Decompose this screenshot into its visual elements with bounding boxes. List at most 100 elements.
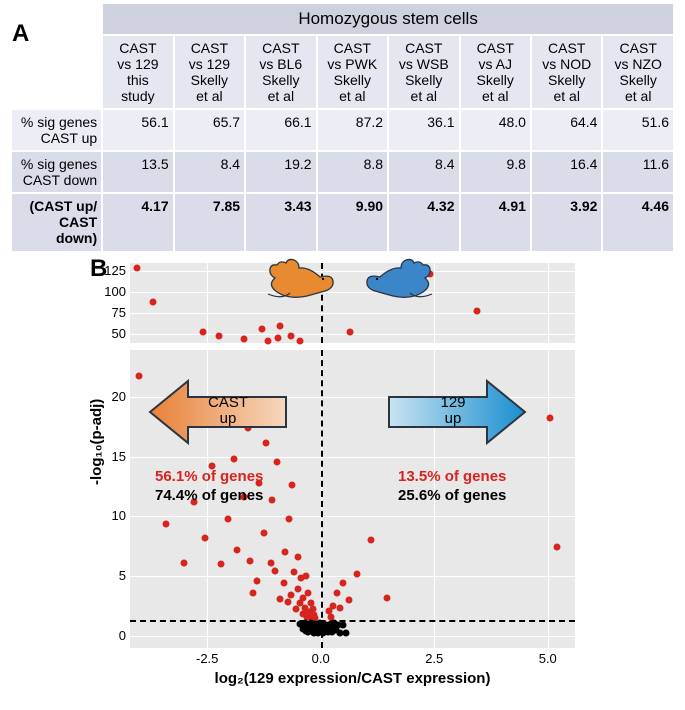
scatter-point: [285, 515, 292, 522]
scatter-point: [199, 329, 206, 336]
table-col-hdr: CASTvs AJSkellyet al: [461, 36, 530, 108]
scatter-point: [474, 307, 481, 314]
scatter-point: [340, 621, 347, 628]
row-label: % sig genesCAST down: [12, 152, 101, 192]
scatter-point: [553, 544, 560, 551]
scatter-point: [268, 496, 275, 503]
scatter-point: [281, 580, 288, 587]
cast-mouse-icon: [265, 257, 335, 299]
table-cell: 4.46: [603, 194, 673, 250]
table-cell: 8.8: [318, 152, 387, 192]
scatter-point: [287, 592, 294, 599]
table-cell: 36.1: [389, 110, 458, 150]
scatter-point: [302, 573, 309, 580]
scatter-point: [305, 589, 312, 596]
table-col-hdr: CASTvs 129Skellyet al: [175, 36, 244, 108]
table-col-hdr: CASTvs NODSkellyet al: [532, 36, 601, 108]
scatter-point: [547, 414, 554, 421]
volcano-top-panel: [130, 263, 575, 343]
table-cell: 3.92: [532, 194, 601, 250]
scatter-point: [383, 594, 390, 601]
scatter-point: [274, 334, 281, 341]
scatter-point: [258, 326, 265, 333]
table-cell: 51.6: [603, 110, 673, 150]
scatter-point: [276, 322, 283, 329]
scatter-point: [201, 534, 208, 541]
s129-mouse-icon: [365, 257, 435, 299]
table-cell: 9.90: [318, 194, 387, 250]
s129-pct-label: 13.5% of genes25.6% of genes: [398, 467, 506, 506]
scatter-point: [247, 557, 254, 564]
scatter-point: [272, 568, 279, 575]
table-col-hdr: CASTvs WSBSkellyet al: [389, 36, 458, 108]
scatter-point: [217, 561, 224, 568]
scatter-point: [249, 589, 256, 596]
scatter-point: [265, 337, 272, 344]
table-cell: 3.43: [246, 194, 315, 250]
scatter-point: [274, 458, 281, 465]
table-cell: 4.91: [461, 194, 530, 250]
scatter-point: [133, 265, 140, 272]
scatter-point: [136, 372, 143, 379]
scatter-point: [345, 596, 352, 603]
table-cell: 4.32: [389, 194, 458, 250]
table-cell: 16.4: [532, 152, 601, 192]
table-col-hdr: CASTvs NZOSkellyet al: [603, 36, 673, 108]
scatter-point: [181, 559, 188, 566]
scatter-point: [289, 482, 296, 489]
scatter-point: [282, 549, 289, 556]
scatter-point: [267, 559, 274, 566]
table-cell: 8.4: [389, 152, 458, 192]
scatter-point: [297, 337, 304, 344]
table-cell: 8.4: [175, 152, 244, 192]
scatter-point: [295, 553, 302, 560]
s129-arrow-label: 129up: [423, 395, 483, 428]
scatter-point: [347, 328, 354, 335]
panel-label-A: A: [12, 20, 29, 48]
scatter-point: [340, 580, 347, 587]
cast-arrow-label: CASTup: [198, 395, 258, 428]
table-cell: 65.7: [175, 110, 244, 150]
table-cell: 87.2: [318, 110, 387, 150]
x-axis-title: log₂(129 expression/CAST expression): [130, 670, 575, 687]
table-cell: 56.1: [103, 110, 172, 150]
scatter-point: [288, 332, 295, 339]
scatter-point: [260, 530, 267, 537]
table-cell: 4.17: [103, 194, 172, 250]
table-cell: 9.8: [461, 152, 530, 192]
scatter-point: [367, 537, 374, 544]
table-col-hdr: CASTvs BL6Skellyet al: [246, 36, 315, 108]
table-cell: 66.1: [246, 110, 315, 150]
row-label: % sig genesCAST up: [12, 110, 101, 150]
scatter-point: [224, 515, 231, 522]
scatter-point: [276, 595, 283, 602]
scatter-point: [295, 586, 302, 593]
stem-cell-table: Homozygous stem cells CASTvs 129thisstud…: [10, 2, 675, 253]
scatter-point: [240, 336, 247, 343]
scatter-point: [215, 332, 222, 339]
table-title: Homozygous stem cells: [103, 4, 673, 34]
table-cell: 19.2: [246, 152, 315, 192]
scatter-point: [231, 456, 238, 463]
scatter-point: [254, 577, 261, 584]
scatter-point: [336, 605, 343, 612]
scatter-point: [163, 520, 170, 527]
table-col-hdr: CASTvs 129thisstudy: [103, 36, 172, 108]
y-axis-title: -log₁₀(p-adj): [88, 398, 105, 484]
row-label: (CAST up/CAST down): [12, 194, 101, 250]
cast-pct-label: 56.1% of genes74.4% of genes: [155, 467, 263, 506]
scatter-point: [149, 299, 156, 306]
scatter-point: [233, 546, 240, 553]
table-cell: 11.6: [603, 152, 673, 192]
table-col-hdr: CASTvs PWKSkellyet al: [318, 36, 387, 108]
scatter-point: [292, 606, 299, 613]
scatter-point: [291, 569, 298, 576]
scatter-point: [285, 599, 292, 606]
table-cell: 48.0: [461, 110, 530, 150]
table-cell: 64.4: [532, 110, 601, 150]
table-cell: 13.5: [103, 152, 172, 192]
scatter-point: [342, 630, 349, 637]
scatter-point: [354, 570, 361, 577]
table-cell: 7.85: [175, 194, 244, 250]
scatter-point: [333, 589, 340, 596]
